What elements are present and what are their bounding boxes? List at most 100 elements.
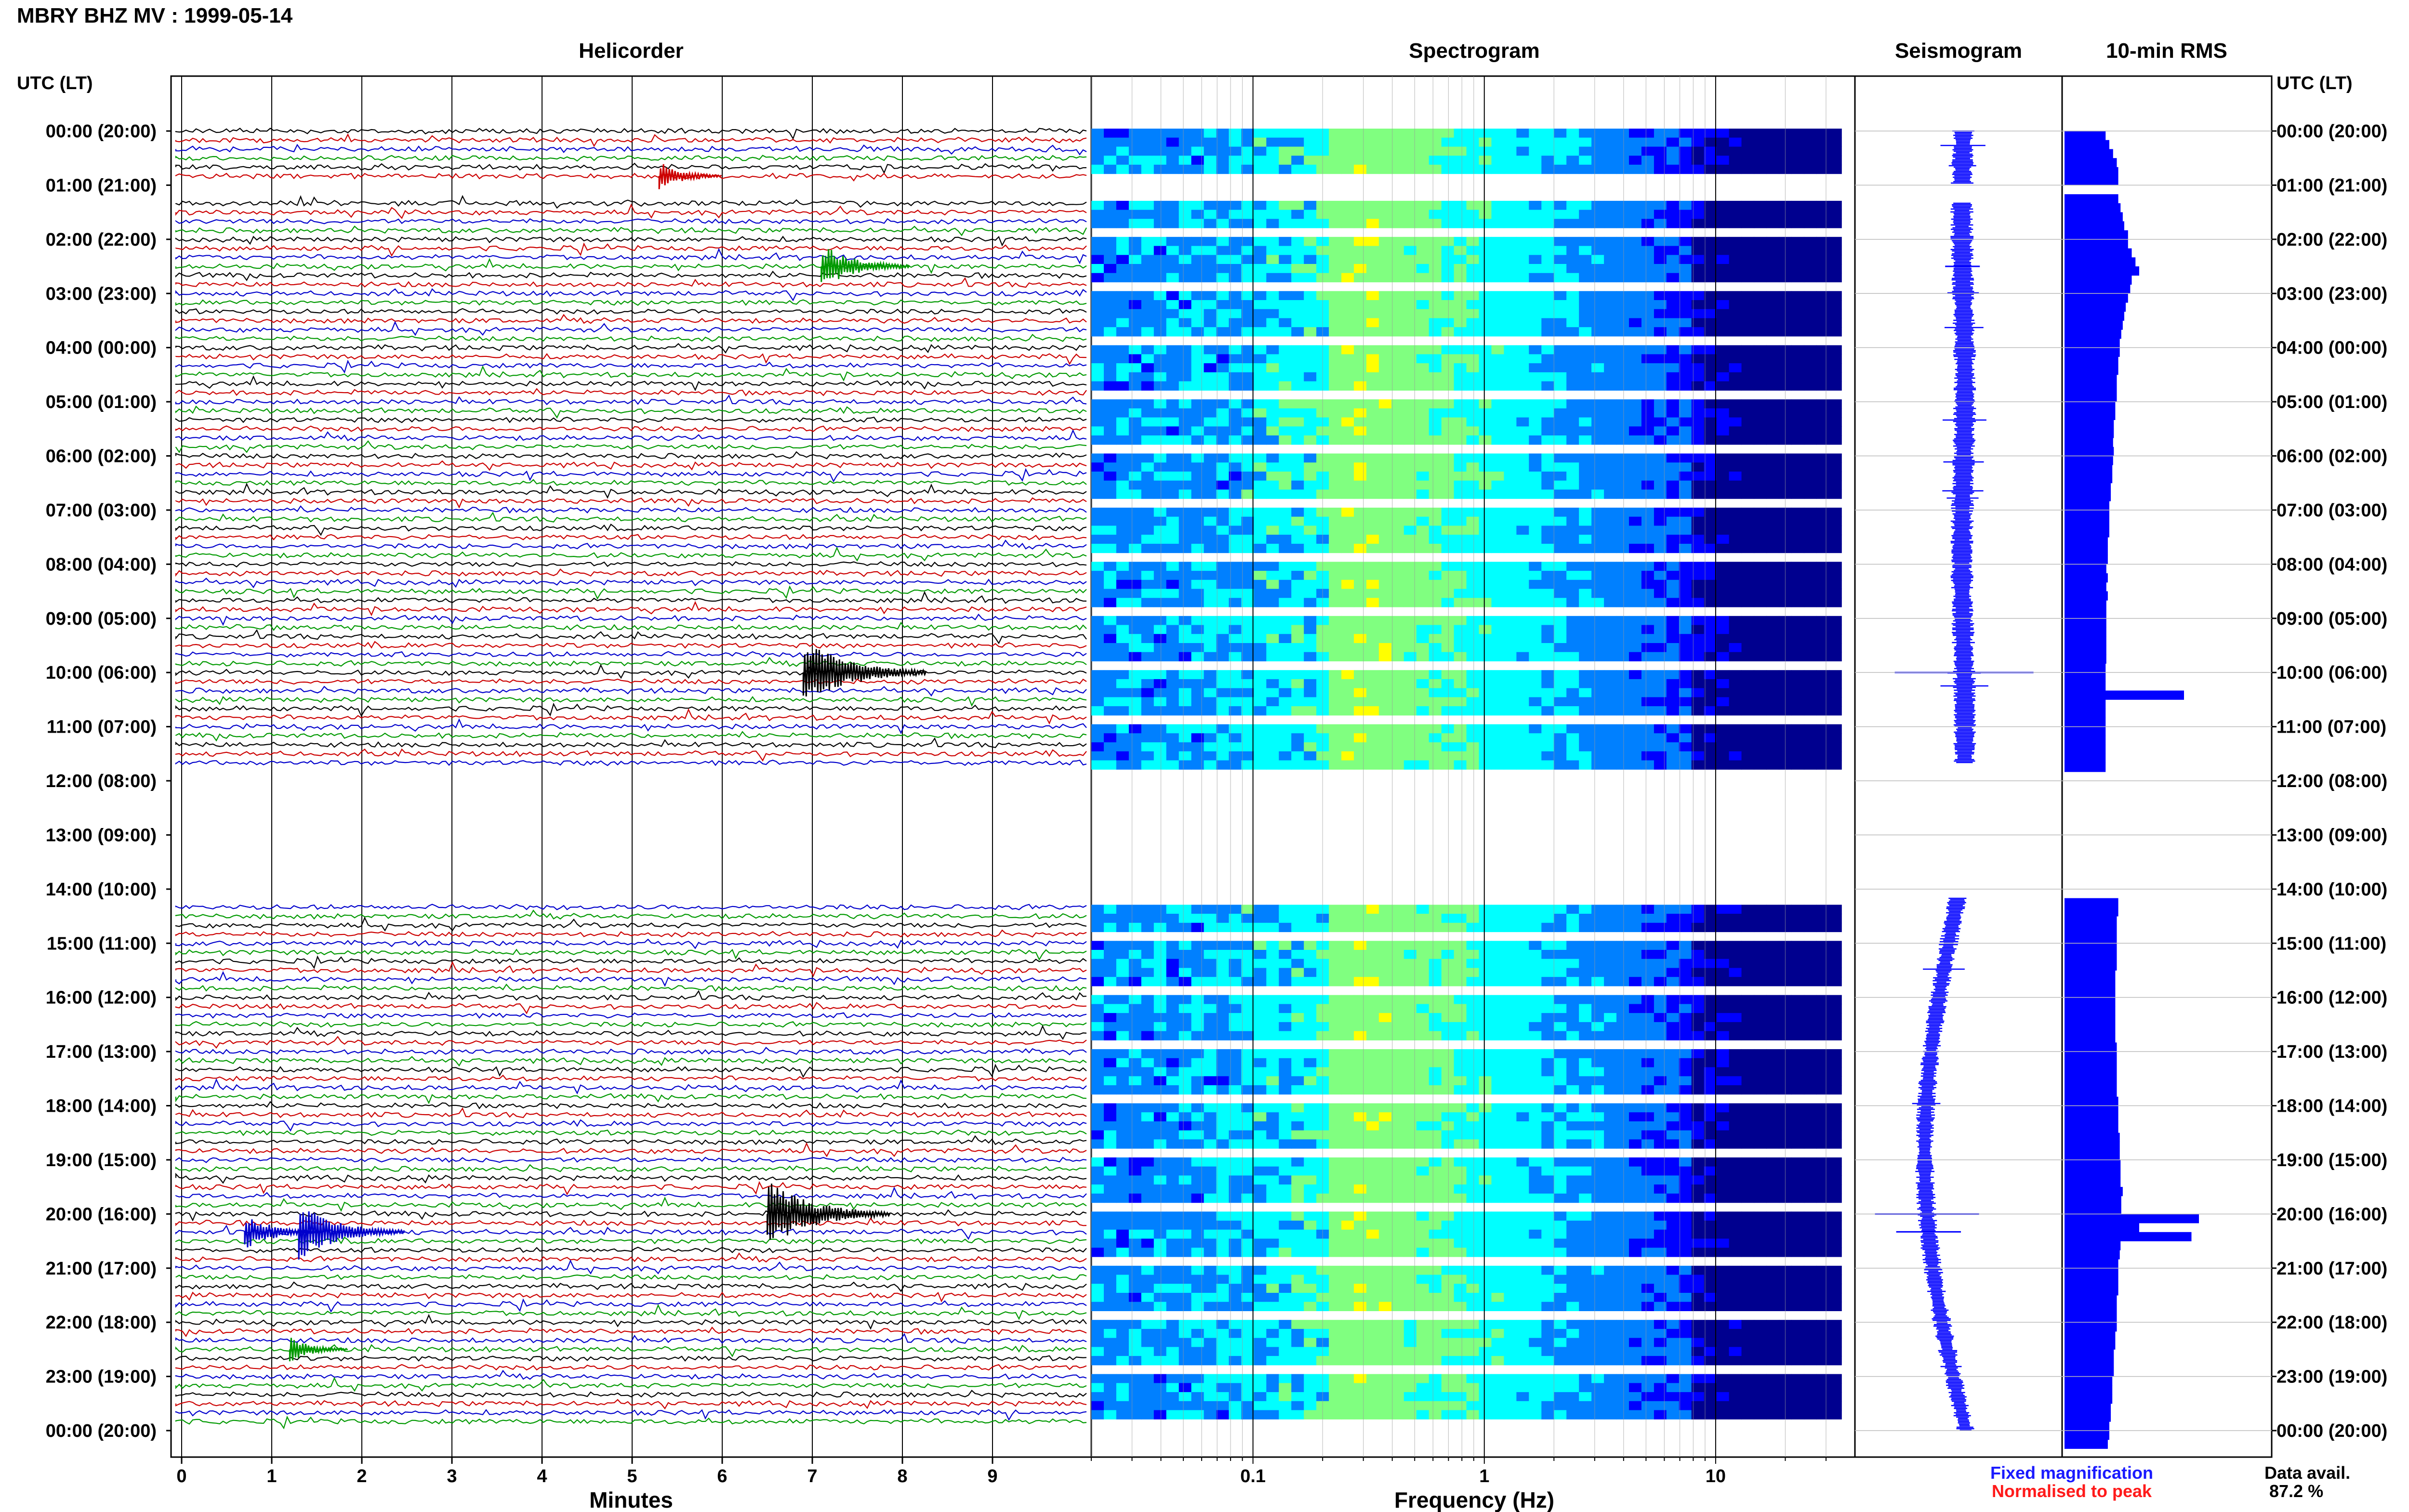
spectrogram-cell	[1091, 1022, 1104, 1032]
helicorder-trace	[175, 601, 1087, 617]
spectrogram-cell	[1454, 300, 1467, 310]
spectrogram-cell	[1604, 742, 1617, 752]
spectrogram-cell	[1704, 462, 1717, 472]
spectrogram-cell	[1629, 968, 1642, 977]
spectrogram-cell	[1429, 318, 1442, 328]
spectrogram-cell	[1816, 129, 1829, 138]
spectrogram-cell	[1216, 941, 1230, 950]
spectrogram-cell	[1616, 679, 1629, 689]
spectrogram-cell	[1641, 526, 1655, 535]
spectrogram-cell	[1378, 327, 1392, 337]
spectrogram-cell	[1766, 950, 1779, 960]
spectrogram-cell	[1153, 959, 1167, 968]
spectrogram-cell	[1616, 688, 1629, 697]
spectrogram-cell	[1604, 679, 1617, 689]
helicorder-trace	[175, 523, 1087, 536]
spectrogram-cell	[1604, 1121, 1617, 1131]
spectrogram-cell	[1491, 1067, 1505, 1077]
spectrogram-cell	[1816, 1058, 1829, 1068]
spectrogram-cell	[1641, 146, 1655, 156]
spectrogram-cell	[1153, 381, 1167, 391]
spectrogram-cell	[1629, 625, 1642, 634]
spectrogram-cell	[1104, 922, 1117, 933]
spectrogram-cell	[1254, 129, 1267, 138]
spectrogram-cell	[1679, 489, 1692, 499]
spectrogram-cell	[1729, 688, 1742, 697]
spectrogram-cell	[1579, 219, 1592, 228]
spectrogram-cell	[1329, 1076, 1342, 1086]
helicorder-trace	[175, 144, 1087, 156]
spectrogram-cell	[1241, 1049, 1254, 1059]
spectrogram-cell	[1591, 417, 1604, 427]
spectrogram-cell	[1479, 1004, 1492, 1013]
spectrogram-cell	[1791, 679, 1804, 689]
spectrogram-cell	[1579, 200, 1592, 210]
spectrogram-cell	[1128, 535, 1142, 544]
spectrogram-cell	[1591, 995, 1604, 1004]
spectrogram-cell	[1566, 535, 1579, 544]
spectrogram-cell	[1729, 643, 1742, 653]
spectrogram-cell	[1679, 562, 1692, 571]
spectrogram-cell	[1804, 219, 1817, 228]
spectrogram-cell	[1178, 751, 1192, 761]
spectrogram-cell	[1128, 164, 1142, 174]
spectrogram-cell	[1529, 137, 1542, 147]
spectrogram-cell	[1416, 318, 1430, 328]
spectrogram-cell	[1641, 137, 1655, 147]
spectrogram-cell	[1403, 634, 1417, 644]
spectrogram-cell	[1816, 219, 1829, 228]
spectrogram-cell	[1804, 489, 1817, 499]
spectrogram-cell	[1829, 733, 1842, 743]
spectrogram-cell	[1378, 616, 1392, 626]
spectrogram-cell	[1354, 579, 1367, 590]
spectrogram-cell	[1191, 977, 1204, 986]
spectrogram-cell	[1366, 291, 1379, 301]
spectrogram-cell	[1491, 200, 1505, 210]
spectrogram-cell	[1416, 264, 1430, 274]
spectrogram-cell	[1829, 273, 1842, 283]
spectrogram-cell	[1654, 210, 1667, 219]
spectrogram-cell	[1679, 1112, 1692, 1122]
spectrogram-cell	[1491, 1112, 1505, 1122]
spectrogram-cell	[1204, 543, 1217, 553]
spectrogram-cell	[1654, 634, 1667, 644]
spectrogram-cell	[1341, 417, 1354, 427]
spectrogram-cell	[1754, 571, 1767, 580]
spectrogram-cell	[1104, 543, 1117, 553]
spectrogram-cell	[1216, 372, 1230, 382]
spectrogram-cell	[1241, 264, 1254, 274]
spectrogram-cell	[1479, 543, 1492, 553]
spectrogram-cell	[1441, 137, 1455, 147]
spectrogram-cell	[1729, 472, 1742, 481]
spectrogram-cell	[1716, 237, 1730, 247]
spectrogram-cell	[1091, 634, 1104, 644]
spectrogram-cell	[1279, 264, 1292, 274]
spectrogram-cell	[1516, 417, 1529, 427]
spectrogram-cell	[1616, 291, 1629, 301]
spectrogram-cell	[1541, 300, 1554, 310]
helicorder-trace	[175, 1304, 1087, 1320]
spectrogram-cell	[1441, 1022, 1455, 1032]
spectrogram-cell	[1091, 435, 1104, 445]
spectrogram-cell	[1366, 354, 1379, 364]
spectrogram-cell	[1566, 480, 1579, 490]
spectrogram-cell	[1254, 643, 1267, 653]
spectrogram-cell	[1516, 164, 1529, 174]
spectrogram-cell	[1604, 706, 1617, 716]
spectrogram-cell	[1141, 562, 1154, 571]
spectrogram-cell	[1466, 327, 1480, 337]
spectrogram-cell	[1654, 643, 1667, 653]
spectrogram-cell	[1516, 516, 1529, 526]
spectrogram-cell	[1741, 688, 1755, 697]
spectrogram-cell	[1754, 246, 1767, 255]
spectrogram-cell	[1441, 417, 1455, 427]
spectrogram-cell	[1604, 733, 1617, 743]
spectrogram-cell	[1204, 399, 1217, 409]
spectrogram-cell	[1804, 273, 1817, 283]
spectrogram-cell	[1516, 950, 1529, 960]
spectrogram-cell	[1829, 264, 1842, 274]
spectrogram-cell	[1741, 426, 1755, 436]
spectrogram-cell	[1354, 941, 1367, 950]
spectrogram-cell	[1629, 598, 1642, 607]
spectrogram-cell	[1641, 1130, 1655, 1140]
